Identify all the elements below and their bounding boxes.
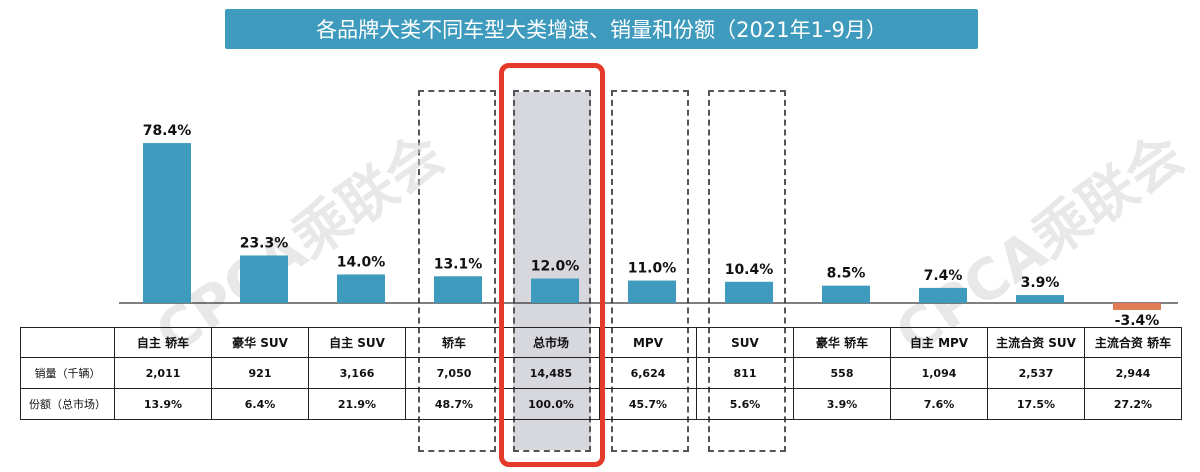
bar-chart: 78.4% 23.3% 14.0% 13.1% 12.0% 11.0% 10.4% 8.5% 7…: [119, 123, 1178, 329]
table-header-cell: 主流合资 轿车: [1084, 327, 1182, 358]
bar-value-label: 13.1%: [434, 256, 483, 272]
bar: [822, 285, 870, 303]
bar: [434, 276, 482, 303]
table-header-cell: 总市场: [502, 327, 600, 358]
bar: [1016, 295, 1064, 303]
bar-value-label: 8.5%: [827, 266, 866, 282]
table-cell-sales: 14,485: [502, 357, 600, 389]
bar-value-label: -3.4%: [1115, 313, 1160, 329]
table-header-cell: 豪华 SUV: [211, 327, 309, 358]
bar: [531, 278, 579, 303]
highlight-box-suv: [708, 90, 786, 452]
highlight-box-sedan: [418, 90, 496, 452]
table-cell-share: 5.6%: [696, 388, 794, 420]
bar: [628, 280, 676, 303]
table-cell-sales: 6,624: [599, 357, 697, 389]
bar-value-label: 78.4%: [143, 123, 192, 139]
table-cell-sales: 3,166: [308, 357, 406, 389]
emphasis-frame-total-market: [499, 63, 605, 467]
table-cell-share: 17.5%: [987, 388, 1085, 420]
bar-value-label: 11.0%: [628, 261, 677, 277]
bar: [143, 143, 191, 303]
table-cell-share: 27.2%: [1084, 388, 1182, 420]
table-header-cell: MPV: [599, 327, 697, 358]
table-cell-sales: 558: [793, 357, 891, 389]
table-cell-share: 45.7%: [599, 388, 697, 420]
table-row-sales: 销量（千辆） 2,011 921 3,166 7,050 14,485 6,624 811 5…: [20, 357, 1182, 389]
table-cell-sales: 1,094: [890, 357, 988, 389]
table-cell-share: 7.6%: [890, 388, 988, 420]
table-header-cell: SUV: [696, 327, 794, 358]
table-corner-cell: [20, 327, 115, 358]
row-label-share: 份额（总市场）: [20, 388, 115, 420]
table-header-cell: 豪华 轿车: [793, 327, 891, 358]
table-cell-sales: 7,050: [405, 357, 503, 389]
bar: [337, 274, 385, 303]
bar: [240, 255, 288, 303]
table-header-cell: 主流合资 SUV: [987, 327, 1085, 358]
table-header-cell: 自主 轿车: [114, 327, 212, 358]
highlight-box-mpv: [611, 90, 689, 452]
table-cell-sales: 2,537: [987, 357, 1085, 389]
table-cell-sales: 921: [211, 357, 309, 389]
table-header-cell: 自主 SUV: [308, 327, 406, 358]
table-cell-share: 6.4%: [211, 388, 309, 420]
bar: [725, 281, 773, 303]
chart-title: 各品牌大类不同车型大类增速、销量和份额（2021年1-9月）: [225, 9, 978, 49]
bar-value-label: 7.4%: [924, 268, 963, 284]
bar: [1113, 303, 1161, 310]
bar-value-label: 12.0%: [531, 259, 580, 275]
table-cell-sales: 2,944: [1084, 357, 1182, 389]
data-table: 自主 轿车 豪华 SUV 自主 SUV 轿车 总市场 MPV SUV 豪华 轿车 自主 MPV 主…: [20, 327, 1182, 420]
table-cell-sales: 811: [696, 357, 794, 389]
table-cell-share: 3.9%: [793, 388, 891, 420]
row-label-sales: 销量（千辆）: [20, 357, 115, 389]
table-cell-sales: 2,011: [114, 357, 212, 389]
bar-value-label: 23.3%: [240, 235, 289, 251]
table-header-cell: 轿车: [405, 327, 503, 358]
highlight-box-total: [513, 90, 591, 452]
table-cell-share: 100.0%: [502, 388, 600, 420]
table-cell-share: 13.9%: [114, 388, 212, 420]
bar: [919, 287, 967, 303]
table-row-share: 份额（总市场） 13.9% 6.4% 21.9% 48.7% 100.0% 45.7% 5.…: [20, 388, 1182, 420]
bar-value-label: 10.4%: [725, 262, 774, 278]
bar-value-label: 3.9%: [1021, 275, 1060, 291]
table-cell-share: 21.9%: [308, 388, 406, 420]
bar-value-label: 14.0%: [337, 254, 386, 270]
table-header-cell: 自主 MPV: [890, 327, 988, 358]
table-cell-share: 48.7%: [405, 388, 503, 420]
